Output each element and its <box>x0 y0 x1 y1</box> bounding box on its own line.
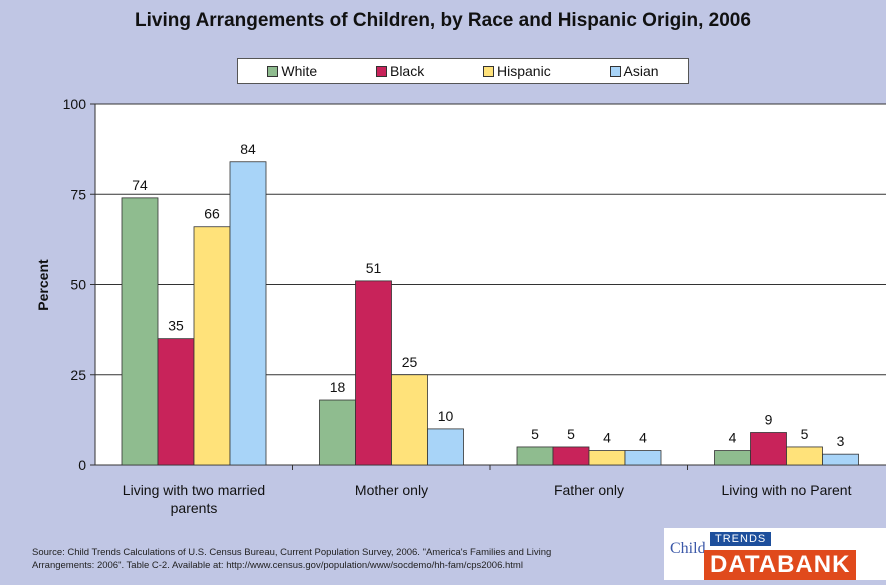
bar-black-1 <box>355 280 392 466</box>
data-label-asian-0: 84 <box>240 141 256 157</box>
source-note: Source: Child Trends Calculations of U.S… <box>32 546 642 572</box>
bar-hispanic-0 <box>193 226 231 466</box>
data-label-white-1: 18 <box>330 379 346 395</box>
logo-databank-text: DATABANK <box>704 550 857 580</box>
logo-child-text: Child <box>670 540 706 557</box>
data-label-hispanic-2: 4 <box>603 430 611 446</box>
legend-swatch-hispanic <box>483 65 495 77</box>
bar-white-3 <box>714 450 751 466</box>
data-label-black-0: 35 <box>168 318 184 334</box>
data-label-asian-1: 10 <box>438 408 454 424</box>
bar-hispanic-3 <box>786 446 823 466</box>
bar-asian-0 <box>229 161 267 466</box>
chart-title: Living Arrangements of Children, by Race… <box>135 10 751 31</box>
child-trends-databank-logo: Child TRENDS DATABANK <box>664 528 886 580</box>
data-label-hispanic-0: 66 <box>204 206 220 222</box>
data-label-white-0: 74 <box>132 177 148 193</box>
legend-label-white: White <box>281 63 318 79</box>
source-line-2: Arrangements: 2006". Table C-2. Availabl… <box>32 560 523 571</box>
legend-label-hispanic: Hispanic <box>497 63 551 79</box>
bar-black-3 <box>750 432 787 466</box>
legend-label-black: Black <box>389 63 425 79</box>
y-tick-label-100: 100 <box>63 96 87 112</box>
chart-legend: White Black Hispanic Asian <box>237 58 689 84</box>
y-tick-label-25: 25 <box>70 367 86 383</box>
category-label-3-0: Living with no Parent <box>722 482 852 498</box>
bar-hispanic-2 <box>588 450 626 466</box>
y-axis-label: Percent <box>35 259 51 311</box>
category-label-0-0: Living with two married <box>123 482 265 498</box>
bar-asian-2 <box>624 450 662 466</box>
y-tick-label-50: 50 <box>70 277 86 293</box>
source-line-1: Source: Child Trends Calculations of U.S… <box>32 547 552 558</box>
legend-item-asian: Asian <box>609 63 659 79</box>
legend-swatch-asian <box>609 65 621 77</box>
data-label-white-3: 4 <box>729 430 737 446</box>
category-label-2-0: Father only <box>554 482 624 498</box>
bar-black-2 <box>552 446 590 466</box>
legend-swatch-white <box>267 65 279 77</box>
data-label-white-2: 5 <box>531 426 539 442</box>
bar-white-1 <box>319 399 356 466</box>
legend-item-white: White <box>267 63 317 79</box>
legend-item-black: Black <box>375 63 425 79</box>
y-tick-label-0: 0 <box>78 457 86 473</box>
data-label-black-1: 51 <box>366 260 382 276</box>
data-label-black-2: 5 <box>567 426 575 442</box>
bar-white-0 <box>121 197 159 466</box>
bar-hispanic-1 <box>391 374 428 466</box>
data-label-black-3: 9 <box>765 412 773 428</box>
category-label-0-1: parents <box>171 500 218 516</box>
legend-item-hispanic: Hispanic <box>483 63 551 79</box>
y-tick-label-75: 75 <box>70 186 86 202</box>
bar-black-0 <box>157 338 195 466</box>
data-label-hispanic-1: 25 <box>402 354 418 370</box>
category-label-1-0: Mother only <box>355 482 428 498</box>
data-label-asian-3: 3 <box>837 433 845 449</box>
bar-white-2 <box>516 446 554 466</box>
legend-label-asian: Asian <box>623 63 659 79</box>
legend-swatch-black <box>375 65 387 77</box>
logo-trends-text: TRENDS <box>710 532 772 546</box>
bar-asian-3 <box>822 453 859 466</box>
data-label-asian-2: 4 <box>639 430 647 446</box>
data-label-hispanic-3: 5 <box>801 426 809 442</box>
bar-asian-1 <box>427 428 464 466</box>
